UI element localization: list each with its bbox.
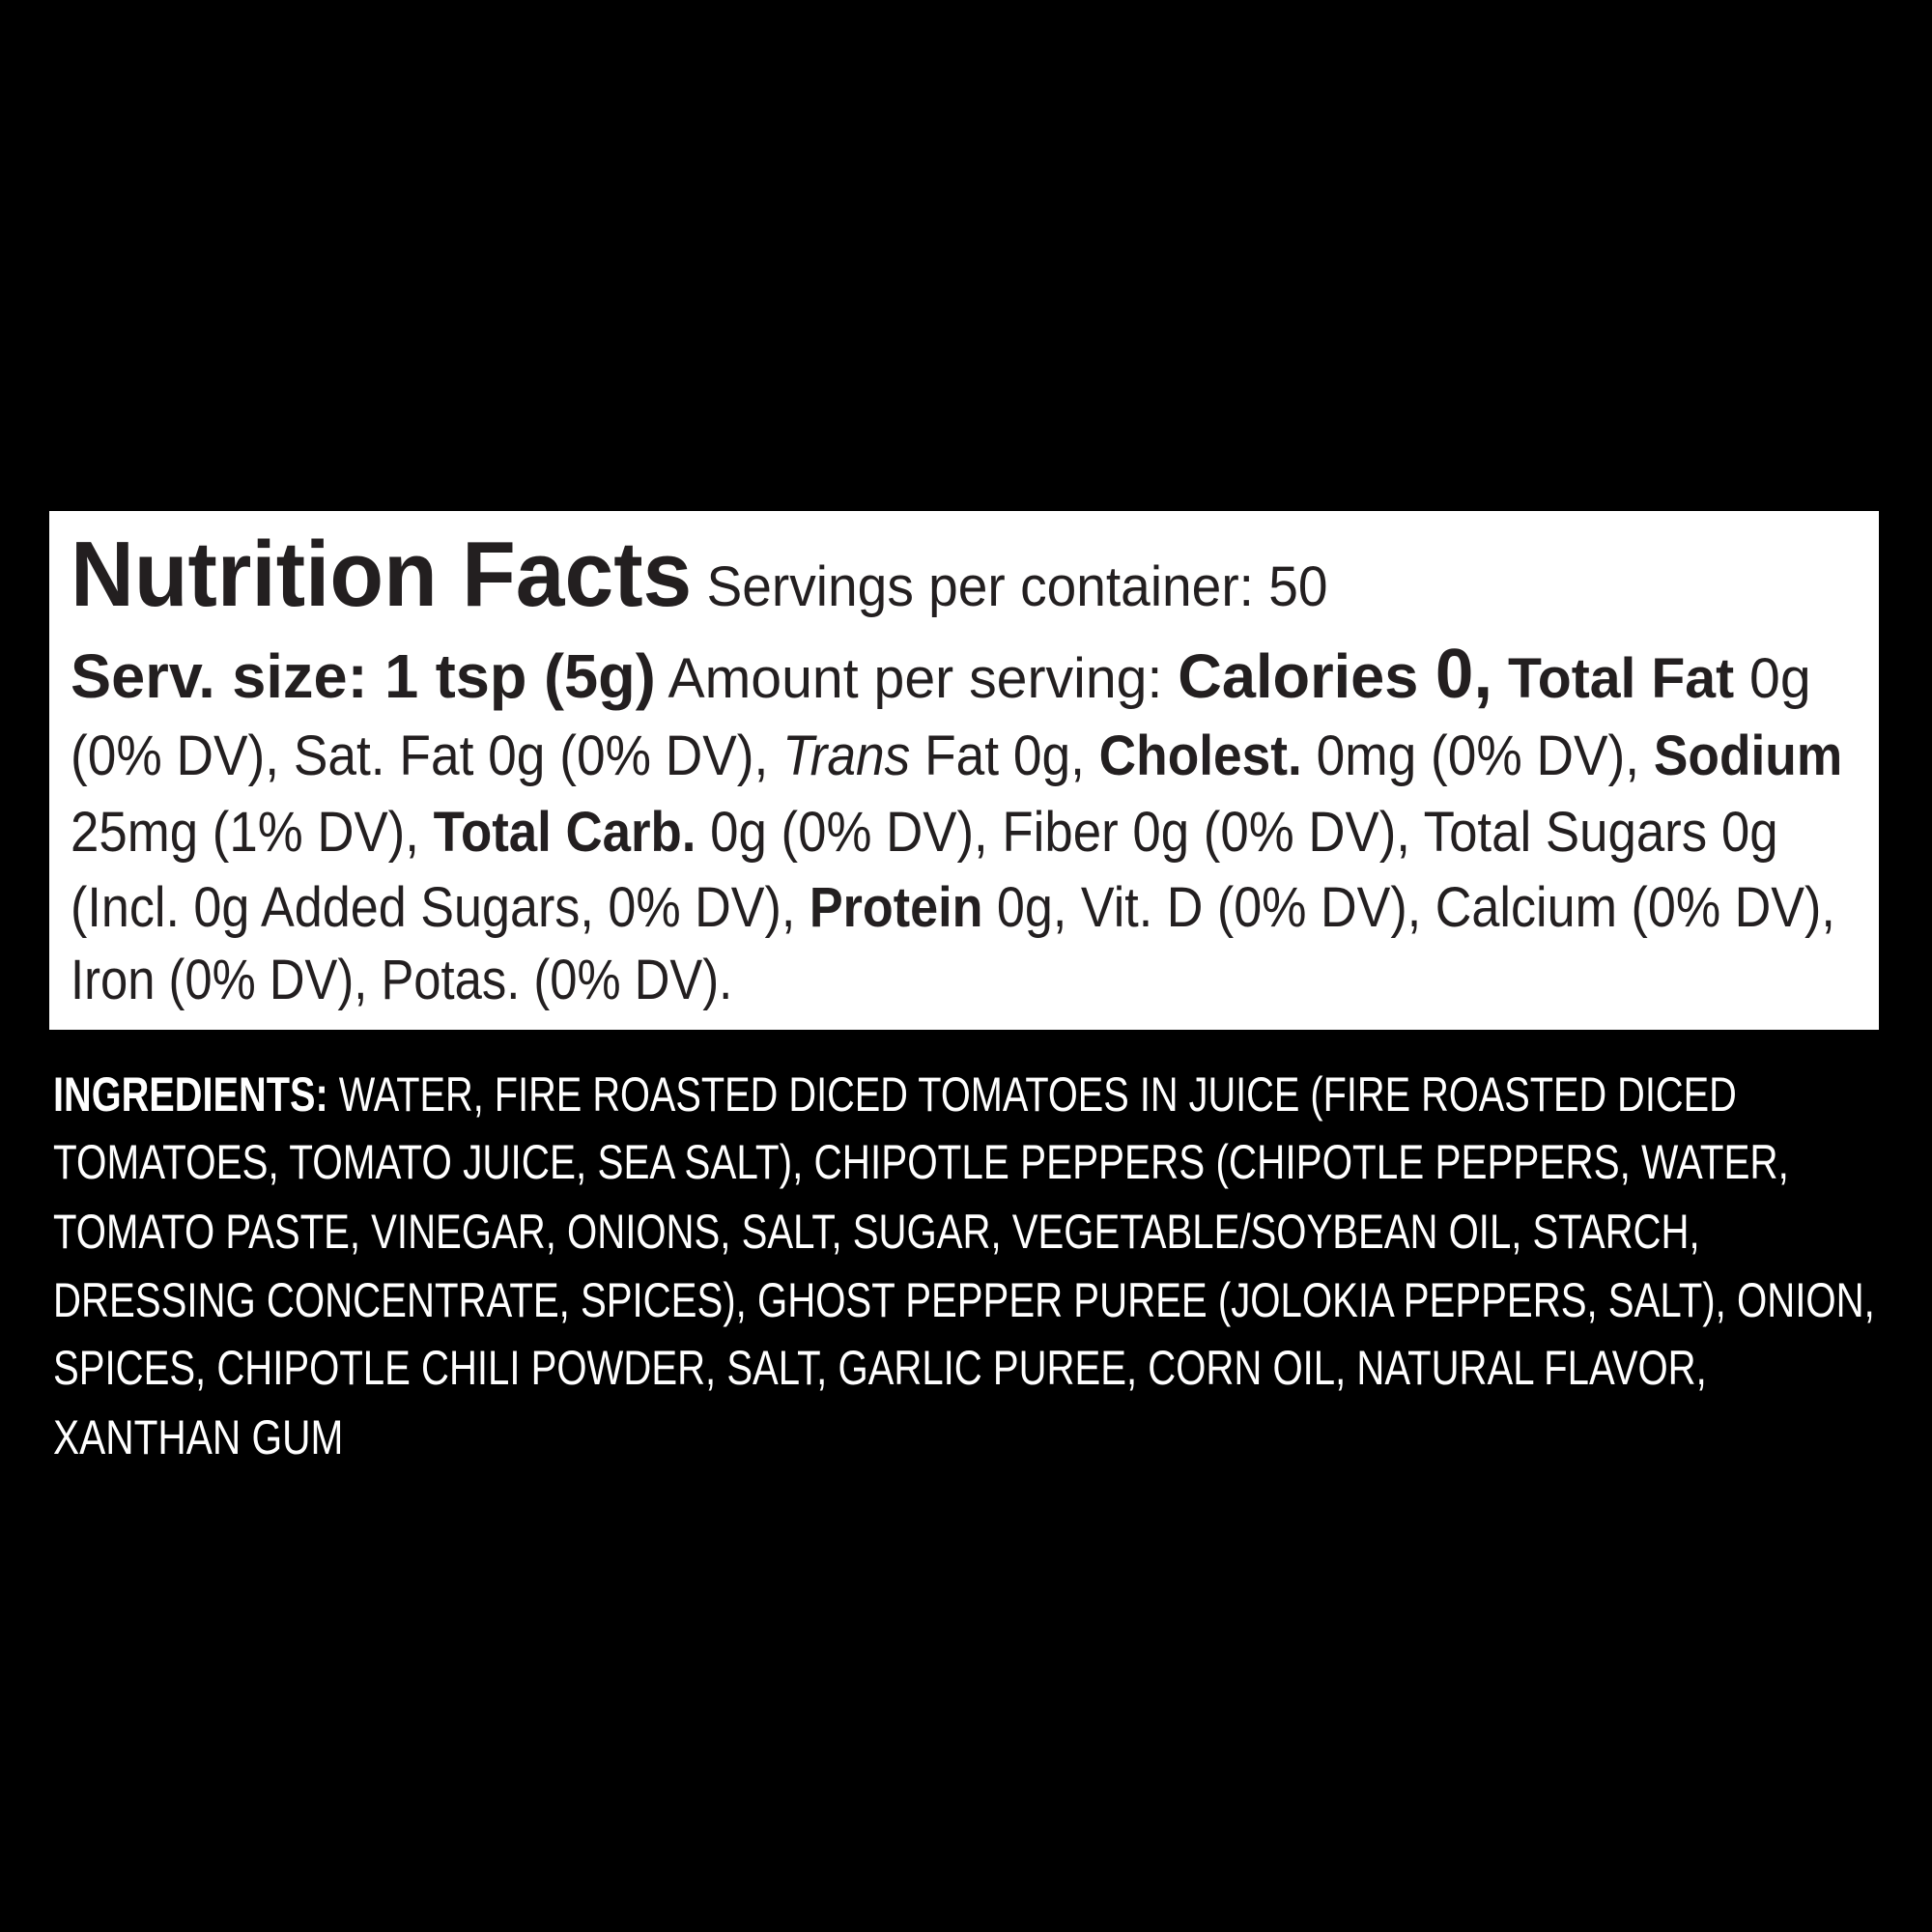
ingredients-text: XANTHAN GUM xyxy=(53,1410,344,1464)
nutrition-text: Protein xyxy=(809,876,983,939)
ingredients-text: SPICES, CHIPOTLE CHILI POWDER, SALT, GAR… xyxy=(53,1341,1707,1395)
nutrition-line: Nutrition Facts Servings per container: … xyxy=(71,528,1328,621)
nutrition-text: Fat 0g, xyxy=(910,724,1099,787)
nutrition-text: 0g xyxy=(1734,647,1811,710)
nutrition-text: (0% DV), Sat. Fat 0g (0% DV), xyxy=(71,724,783,787)
nutrition-text: Total Carb. xyxy=(433,801,696,864)
ingredients-text: TOMATOES, TOMATO JUICE, SEA SALT), CHIPO… xyxy=(53,1135,1789,1189)
nutrition-text: 25mg (1% DV), xyxy=(71,801,434,864)
nutrition-text: Nutrition Facts xyxy=(71,523,693,626)
ingredients-text: WATER, FIRE ROASTED DICED TOMATOES IN JU… xyxy=(327,1067,1737,1122)
nutrition-text: Sodium xyxy=(1653,724,1843,787)
ingredients-line: XANTHAN GUM xyxy=(53,1413,343,1462)
nutrition-line: (Incl. 0g Added Sugars, 0% DV), Protein … xyxy=(71,880,1835,936)
ingredients-line: TOMATOES, TOMATO JUICE, SEA SALT), CHIPO… xyxy=(53,1138,1789,1186)
nutrition-text: 0, xyxy=(1435,636,1493,713)
nutrition-text: Calories xyxy=(1178,641,1435,711)
nutrition-text: Servings per container: 50 xyxy=(692,555,1328,618)
nutrition-text: 0g, Vit. D (0% DV), Calcium (0% DV), xyxy=(982,876,1835,939)
nutrition-text: Iron (0% DV), Potas. (0% DV). xyxy=(71,949,733,1011)
ingredients-text: INGREDIENTS: xyxy=(53,1067,328,1122)
nutrition-text: (Incl. 0g Added Sugars, 0% DV), xyxy=(71,876,810,939)
nutrition-line: 25mg (1% DV), Total Carb. 0g (0% DV), Fi… xyxy=(71,805,1778,861)
ingredients-text: DRESSING CONCENTRATE, SPICES), GHOST PEP… xyxy=(53,1273,1875,1327)
ingredients-line: DRESSING CONCENTRATE, SPICES), GHOST PEP… xyxy=(53,1276,1875,1324)
ingredients-line: INGREDIENTS: WATER, FIRE ROASTED DICED T… xyxy=(53,1070,1737,1119)
nutrition-text: Total Fat xyxy=(1492,647,1735,710)
nutrition-text: Amount per serving: xyxy=(655,647,1179,710)
nutrition-line: Iron (0% DV), Potas. (0% DV). xyxy=(71,952,732,1009)
ingredients-line: TOMATO PASTE, VINEGAR, ONIONS, SALT, SUG… xyxy=(53,1208,1700,1256)
ingredients-line: SPICES, CHIPOTLE CHILI POWDER, SALT, GAR… xyxy=(53,1344,1707,1392)
nutrition-facts-panel xyxy=(49,511,1879,1030)
nutrition-line: (0% DV), Sat. Fat 0g (0% DV), Trans Fat … xyxy=(71,728,1842,784)
nutrition-line: Serv. size: 1 tsp (5g) Amount per servin… xyxy=(71,639,1811,709)
nutrition-text: Serv. size: 1 tsp (5g) xyxy=(71,641,656,711)
nutrition-text: Trans xyxy=(782,724,911,787)
ingredients-text: TOMATO PASTE, VINEGAR, ONIONS, SALT, SUG… xyxy=(53,1205,1700,1259)
nutrition-text: 0g (0% DV), Fiber 0g (0% DV), Total Suga… xyxy=(696,801,1778,864)
nutrition-text: 0mg (0% DV), xyxy=(1301,724,1654,787)
nutrition-text: Cholest. xyxy=(1098,724,1302,787)
